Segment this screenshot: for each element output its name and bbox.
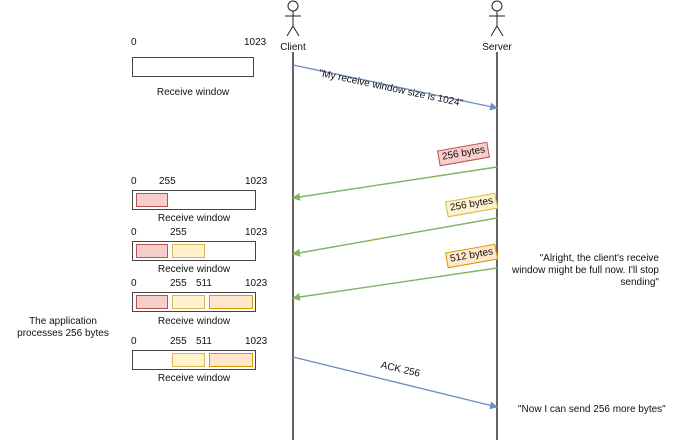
window4-yellow-segment — [172, 295, 205, 309]
window4-tick-0: 0 — [131, 278, 137, 289]
window2-tick-255: 255 — [159, 176, 176, 187]
more-bytes-note: "Now I can send 256 more bytes" — [518, 404, 666, 415]
window3-tick-1023: 1023 — [245, 227, 268, 238]
window4-caption: Receive window — [157, 316, 231, 327]
window3-caption: Receive window — [157, 264, 231, 275]
window4-orange-segment — [209, 295, 253, 309]
window1-tick-1023: 1023 — [244, 37, 267, 48]
window4-red-segment — [136, 295, 168, 309]
window-full-note: "Alright, the client's receive window mi… — [512, 253, 659, 288]
client-label: Client — [280, 42, 306, 53]
window1-tick-0: 0 — [131, 37, 137, 48]
window-size-arrow — [292, 64, 498, 111]
window5-tick-0: 0 — [131, 336, 137, 347]
receive-window-4 — [132, 292, 256, 312]
window4-tick-255: 255 — [170, 278, 187, 289]
server-label: Server — [482, 42, 512, 53]
window2-tick-0: 0 — [131, 176, 137, 187]
receive-window-3 — [132, 241, 256, 261]
window3-red-segment — [136, 244, 168, 258]
client-actor-icon — [285, 0, 301, 37]
packet1-arrow — [292, 166, 498, 201]
window2-red-segment — [136, 193, 168, 207]
window5-tick-1023: 1023 — [245, 336, 268, 347]
server-actor-icon — [489, 0, 505, 37]
window4-tick-1023: 1023 — [245, 278, 268, 289]
window3-tick-0: 0 — [131, 227, 137, 238]
window5-tick-511: 511 — [196, 336, 212, 347]
packet3-arrow — [292, 267, 498, 301]
window1-caption: Receive window — [156, 87, 230, 98]
ack-arrow — [292, 356, 498, 410]
window2-caption: Receive window — [157, 213, 231, 224]
window3-tick-255: 255 — [170, 227, 187, 238]
window5-orange-segment — [209, 353, 253, 367]
receive-window-1 — [132, 57, 254, 77]
window5-tick-255: 255 — [170, 336, 187, 347]
receive-window-2 — [132, 190, 256, 210]
window4-tick-511: 511 — [196, 278, 212, 289]
receive-window-5 — [132, 350, 256, 370]
window3-yellow-segment — [172, 244, 205, 258]
application-note: The application processes 256 bytes — [17, 316, 109, 339]
window5-yellow-segment — [172, 353, 205, 367]
window2-tick-1023: 1023 — [245, 176, 268, 187]
window5-caption: Receive window — [157, 373, 231, 384]
packet2-arrow — [292, 217, 498, 257]
